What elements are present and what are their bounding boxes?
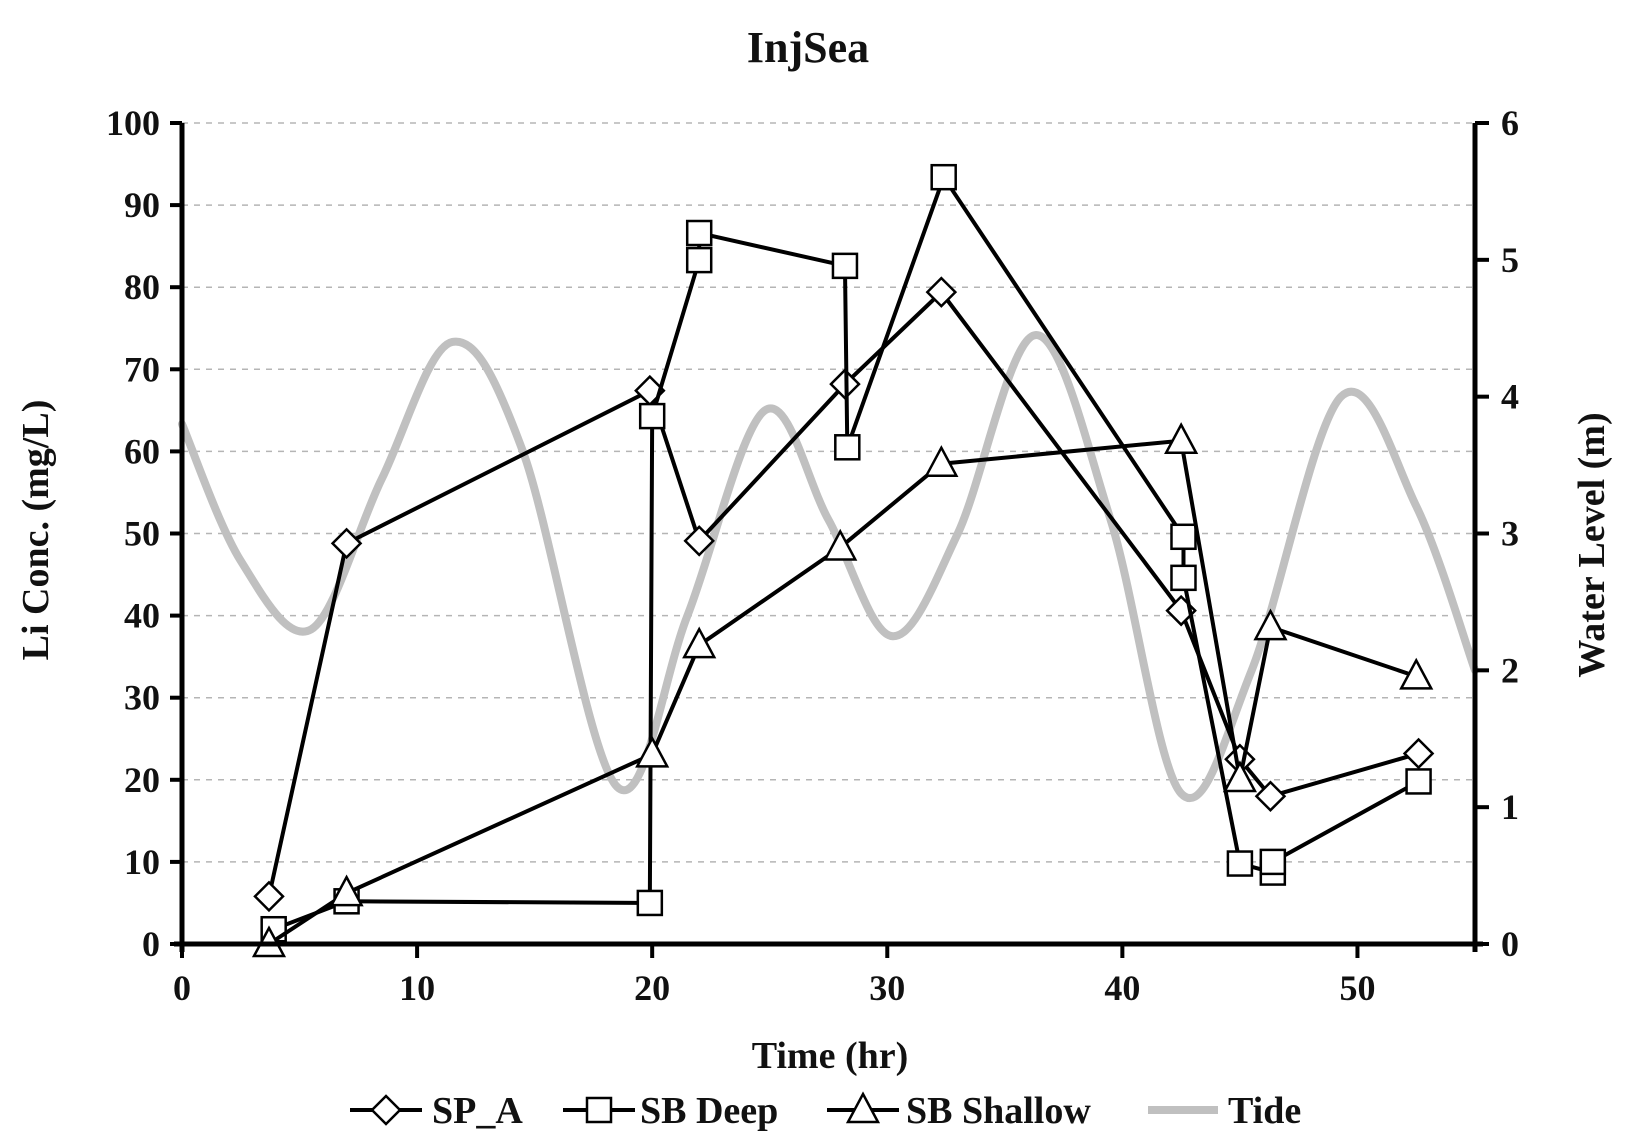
sp-a-point <box>683 525 715 557</box>
sb-deep-point <box>685 246 713 274</box>
sp-a-point <box>1402 737 1435 770</box>
sb-deep-point <box>834 434 861 461</box>
sb-shallow-line <box>267 438 1417 946</box>
sb-shallow-point <box>1253 608 1288 641</box>
axes-layer: 0 10 20 30 40 50 0 10 20 30 40 50 60 70 80 90 100 0 1 2 3 4 5 6 <box>106 103 1519 1008</box>
y-tick-label: 20 <box>124 760 160 800</box>
legend-label-sp-a: SP_A <box>432 1090 523 1132</box>
sp-a-point <box>253 880 285 913</box>
sp-a-point <box>1254 780 1287 812</box>
sb-shallow-point <box>924 445 959 477</box>
sb-shallow-point <box>1399 657 1434 690</box>
x-tick-label: 30 <box>869 968 905 1008</box>
y-tick-label: 30 <box>124 678 160 718</box>
sb-deep-point <box>1170 564 1197 592</box>
legend: SP_A SB Deep SB Shallow Tide <box>350 1090 1301 1132</box>
sp-a-point <box>925 276 958 308</box>
sb-shallow-series <box>251 422 1434 958</box>
legend-label-sb-shallow: SB Shallow <box>906 1090 1091 1132</box>
y-tick-label: 70 <box>124 349 160 389</box>
legend-marker-sb-shallow <box>845 1091 881 1124</box>
sb-deep-point <box>636 889 664 917</box>
y-tick-label: 50 <box>124 514 160 554</box>
sb-deep-point <box>685 219 713 247</box>
y2-tick-label: 3 <box>1501 514 1519 554</box>
x-tick-label: 50 <box>1339 968 1375 1008</box>
sb-deep-point <box>930 163 957 191</box>
legend-label-sb-deep: SB Deep <box>640 1090 778 1132</box>
y2-tick-label: 4 <box>1501 377 1519 417</box>
legend-item-sb-deep: SB Deep <box>563 1090 778 1132</box>
y-tick-label: 90 <box>124 185 160 225</box>
sb-shallow-point <box>329 874 364 907</box>
x-tick-label: 10 <box>399 968 435 1008</box>
series-layer <box>251 163 1435 958</box>
sb-deep-point <box>1405 768 1432 795</box>
sp-a-series <box>253 276 1435 913</box>
legend-item-sb-shallow: SB Shallow <box>827 1090 1091 1132</box>
sb-shallow-point <box>1222 760 1257 793</box>
tide-layer <box>178 331 1479 802</box>
y2-tick-label: 2 <box>1501 650 1519 690</box>
y2-tick-label: 1 <box>1501 787 1519 827</box>
x-tick-label: 20 <box>634 968 670 1008</box>
y2-tick-label: 6 <box>1501 103 1519 143</box>
sb-shallow-point <box>823 528 858 561</box>
x-tick-label: 40 <box>1104 968 1140 1008</box>
chart-title: InjSea <box>747 23 869 72</box>
sp-a-line <box>267 290 1420 897</box>
y-tick-label: 40 <box>124 596 160 636</box>
legend-label-tide: Tide <box>1228 1090 1301 1132</box>
y2-tick-label: 0 <box>1501 924 1519 964</box>
sp-a-point <box>330 527 363 560</box>
x-tick-label: 0 <box>173 968 191 1008</box>
legend-marker-sb-deep <box>585 1096 613 1124</box>
sb-deep-point <box>1259 848 1287 876</box>
y2-tick-label: 5 <box>1501 240 1519 280</box>
tide-line <box>178 331 1479 802</box>
sb-deep-point <box>1226 850 1254 877</box>
legend-marker-sp-a <box>370 1094 402 1126</box>
y-tick-label: 10 <box>124 842 160 882</box>
y-tick-label: 80 <box>124 267 160 307</box>
sb-deep-point <box>831 252 859 280</box>
sb-shallow-point <box>635 735 670 768</box>
y-tick-label: 100 <box>106 103 160 143</box>
sb-deep-point <box>638 402 666 430</box>
sb-shallow-point <box>682 626 717 659</box>
legend-item-sp-a: SP_A <box>350 1090 523 1132</box>
x-axis-label: Time (hr) <box>752 1035 909 1077</box>
sb-shallow-point <box>1164 422 1199 454</box>
y-tick-label: 0 <box>142 924 160 964</box>
y2-axis-label: Water Level (m) <box>1571 412 1613 677</box>
y-axis-label: Li Conc. (mg/L) <box>15 400 57 661</box>
legend-item-tide: Tide <box>1148 1090 1301 1132</box>
y-tick-label: 60 <box>124 431 160 471</box>
sb-deep-point <box>1170 523 1197 551</box>
